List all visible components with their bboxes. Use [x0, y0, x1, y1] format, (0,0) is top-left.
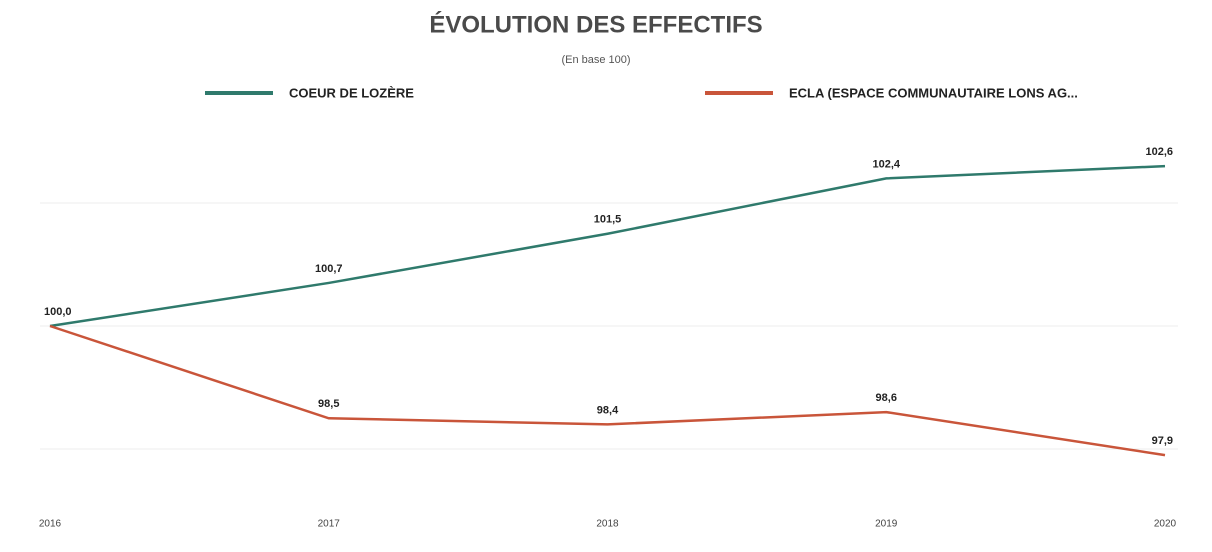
x-tick-label: 2019 [875, 519, 898, 530]
series-line [49, 164, 1166, 328]
data-label: 102,6 [1145, 146, 1173, 158]
x-tick-label: 2016 [39, 519, 62, 530]
chart-subtitle: (En base 100) [561, 54, 630, 66]
data-label: 98,6 [876, 392, 897, 404]
data-label: 98,4 [597, 404, 619, 416]
x-tick-label: 2017 [318, 519, 341, 530]
series-line [49, 324, 1166, 457]
legend-label: ECLA (ESPACE COMMUNAUTAIRE LONS AG... [789, 85, 1078, 100]
data-label: 98,5 [318, 398, 339, 410]
data-label: 101,5 [594, 214, 622, 226]
x-tick-label: 2018 [596, 519, 619, 530]
chart-title: ÉVOLUTION DES EFFECTIFS [429, 10, 762, 38]
data-label: 100,7 [315, 263, 343, 275]
data-label: 102,4 [872, 158, 900, 170]
x-tick-label: 2020 [1154, 519, 1177, 530]
legend-label: COEUR DE LOZÈRE [289, 85, 414, 100]
data-label: 97,9 [1152, 435, 1173, 447]
data-label: 100,0 [44, 306, 72, 318]
